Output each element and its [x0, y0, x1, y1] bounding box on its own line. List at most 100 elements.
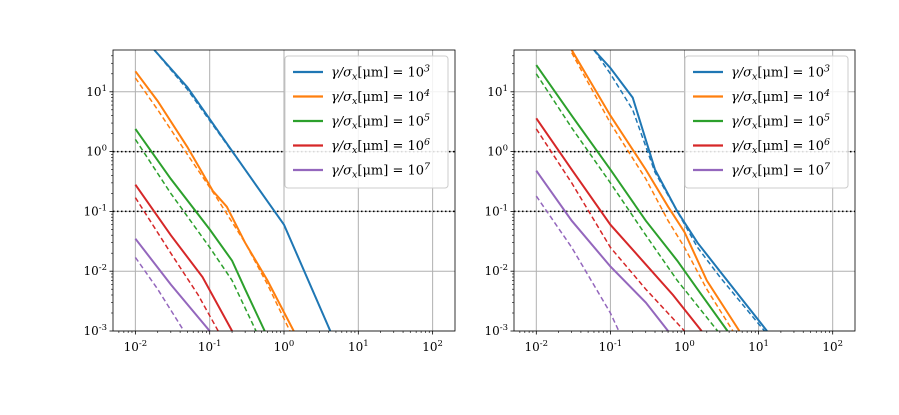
legend-label-prefix: γ/σ [331, 90, 353, 105]
x-tick-label-exp: 2 [438, 339, 443, 349]
legend-label-sup: 5 [824, 113, 830, 124]
legend-label-sup: 3 [824, 64, 830, 75]
x-tick-label-base: 10 [198, 340, 213, 354]
x-tick-label: 10-2 [525, 339, 549, 354]
series-line-dashed [535, 73, 719, 331]
x-tick-label: 102 [822, 339, 843, 354]
x-tick-label: 101 [348, 339, 369, 354]
legend-label-prefix: γ/σ [331, 115, 353, 130]
legend-label: γ/σx[μm] = 106 [731, 137, 830, 156]
x-tick-label-exp: 0 [689, 339, 694, 349]
legend-label-prefix: γ/σ [731, 66, 753, 81]
legend-label: γ/σx[μm] = 104 [731, 88, 830, 107]
series-line-dashed [134, 256, 185, 331]
series-line-solid [134, 70, 295, 331]
axes-frame [513, 49, 856, 332]
legend-label: γ/σx[μm] = 107 [331, 162, 431, 181]
y-tick-label-exp: 0 [503, 144, 508, 154]
y-tick-label-exp: -3 [500, 323, 508, 333]
legend-box [284, 55, 449, 189]
x-tick-label: 100 [274, 339, 295, 354]
legend-label-prefix: γ/σ [331, 66, 353, 81]
legend-label-sup: 5 [424, 113, 430, 124]
x-tick-label-exp: -1 [213, 339, 221, 349]
legend-label-sub: x [752, 72, 758, 83]
series-line-dashed [134, 197, 219, 331]
legend-label-sup: 6 [824, 137, 830, 148]
x-tick-label-exp: 1 [764, 339, 769, 349]
legend-label: γ/σx[μm] = 105 [331, 113, 430, 132]
x-tick-label-base: 10 [124, 340, 139, 354]
x-tick-label-base: 10 [822, 340, 837, 354]
y-tick-label: 100 [86, 144, 107, 159]
legend-label: γ/σx[μm] = 104 [331, 88, 430, 107]
y-tick-label-base: 10 [487, 145, 502, 159]
y-tick-label: 10-1 [484, 203, 508, 218]
y-tick-label-base: 10 [484, 204, 499, 218]
y-tick-label: 100 [487, 144, 508, 159]
series-line-solid [535, 170, 669, 331]
y-tick-label: 101 [487, 84, 508, 99]
legend-label-sub: x [352, 145, 358, 156]
legend-label-sup: 4 [423, 88, 430, 99]
y-tick-label-base: 10 [83, 204, 98, 218]
legend-label-unit: [μm] = 10 [357, 115, 424, 130]
x-tick-label-exp: 2 [838, 339, 843, 349]
y-tick-label-exp: 1 [503, 84, 508, 94]
series-line-dashed [535, 195, 620, 331]
x-tick-label-base: 10 [422, 340, 437, 354]
legend-label-prefix: γ/σ [331, 139, 353, 154]
legend-label-unit: [μm] = 10 [357, 164, 424, 179]
legend-label-unit: [μm] = 10 [757, 115, 824, 130]
y-tick-label-base: 10 [86, 145, 101, 159]
series-line-solid [570, 50, 741, 331]
y-tick-label: 10-2 [83, 263, 107, 278]
y-tick-label: 10-3 [484, 323, 508, 338]
legend-label-unit: [μm] = 10 [757, 90, 824, 105]
legend-label-sup: 7 [824, 162, 831, 173]
x-tick-label: 10-1 [198, 339, 222, 354]
y-tick-label-exp: 1 [102, 84, 107, 94]
y-tick-label: 10-2 [484, 263, 508, 278]
x-tick-label: 10-1 [599, 339, 623, 354]
legend-label-sup: 6 [424, 137, 430, 148]
y-tick-label-exp: 0 [102, 144, 107, 154]
x-tick-label-exp: -2 [139, 339, 147, 349]
legend-label: γ/σx[μm] = 103 [331, 64, 430, 83]
y-tick-label: 10-1 [83, 203, 107, 218]
plot-area [134, 50, 332, 331]
legend-label-unit: [μm] = 10 [357, 139, 424, 154]
legend-label-unit: [μm] = 10 [357, 66, 424, 81]
series-line-solid [153, 50, 332, 331]
y-tick-label-exp: -3 [99, 323, 107, 333]
legend-label-sub: x [352, 72, 358, 83]
x-tick-label-exp: -1 [614, 339, 622, 349]
series-line-solid [535, 117, 703, 331]
series-line-solid [134, 238, 211, 331]
legend-label: γ/σx[μm] = 105 [731, 113, 830, 132]
series-line-solid [535, 64, 729, 331]
chart-panel-2: 10-2 10-1 100 101 10210-310-210-1100101γ/σx[… [484, 49, 856, 354]
legend-label-unit: [μm] = 10 [757, 139, 824, 154]
x-tick-label-base: 10 [674, 340, 689, 354]
legend-label-sub: x [752, 96, 758, 107]
x-tick-label-base: 10 [599, 340, 614, 354]
x-tick-label-exp: 0 [289, 339, 294, 349]
legend-label-prefix: γ/σ [731, 164, 753, 179]
x-tick-label-base: 10 [748, 340, 763, 354]
y-tick-label-base: 10 [86, 85, 101, 99]
y-tick-label-base: 10 [83, 264, 98, 278]
legend-label-unit: [μm] = 10 [357, 90, 424, 105]
legend-label-prefix: γ/σ [731, 90, 753, 105]
y-tick-label-base: 10 [484, 264, 499, 278]
legend-label: γ/σx[μm] = 103 [731, 64, 830, 83]
y-tick-label: 101 [86, 84, 107, 99]
axes-frame [112, 49, 456, 332]
y-tick-label-base: 10 [484, 324, 499, 338]
x-tick-label-exp: -2 [540, 339, 548, 349]
x-tick-label: 101 [748, 339, 769, 354]
y-tick-label-exp: -2 [99, 263, 107, 273]
